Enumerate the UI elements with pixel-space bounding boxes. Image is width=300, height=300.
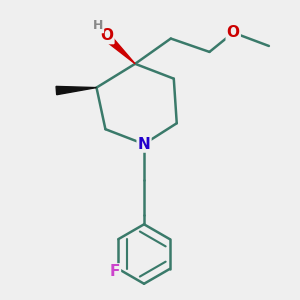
Text: F: F bbox=[110, 264, 120, 279]
Text: H: H bbox=[93, 19, 103, 32]
Polygon shape bbox=[103, 33, 135, 64]
Text: O: O bbox=[227, 25, 240, 40]
Text: N: N bbox=[138, 136, 150, 152]
Polygon shape bbox=[56, 86, 97, 95]
Text: O: O bbox=[100, 28, 113, 43]
